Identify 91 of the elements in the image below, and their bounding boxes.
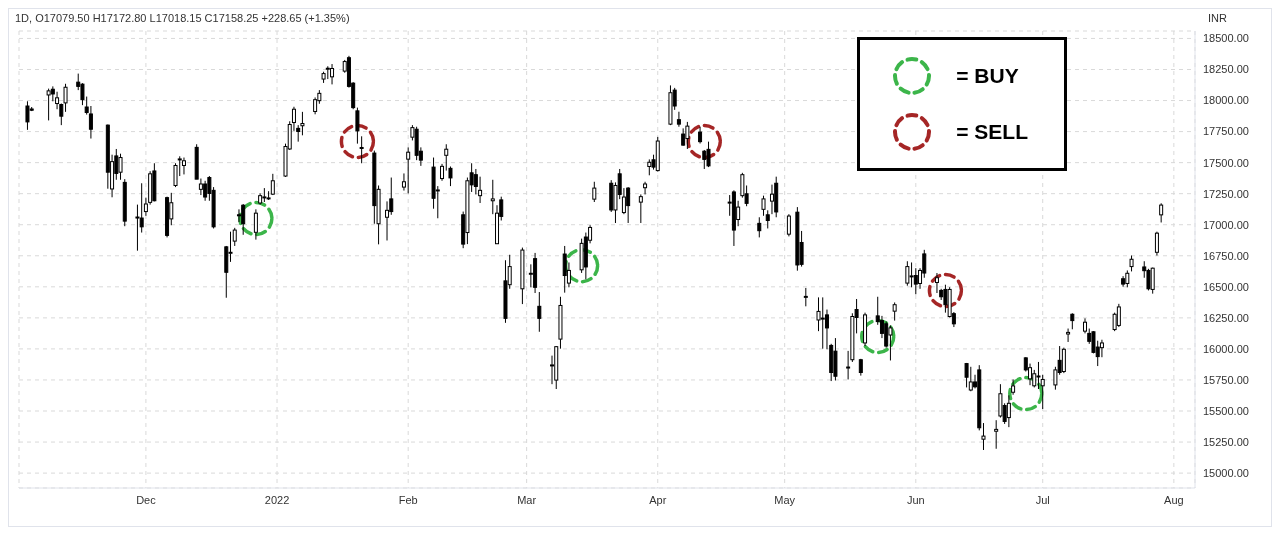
candlestick [1159,202,1164,223]
y-tick-label: 16750.00 [1203,249,1249,262]
candlestick [643,181,648,195]
y-tick-label: 16250.00 [1203,311,1249,324]
candlestick [406,146,411,194]
candlestick [981,422,986,451]
chart-title: 1D, O17079.50 H17172.80 L17018.15 C17158.25 +228.65 (+1.35%) [15,12,350,24]
candlestick [757,216,762,238]
candlestick [1040,374,1045,410]
y-tick-label: 15500.00 [1203,404,1249,417]
candlestick [1116,303,1121,328]
candlestick [765,209,770,229]
candlestick [1011,378,1016,396]
y-tick-label: 15750.00 [1203,373,1249,386]
candlestick [241,203,246,236]
candlestick [943,284,948,314]
candlestick [892,301,897,322]
y-tick-label: 18250.00 [1203,63,1249,76]
candlestick [118,153,123,181]
point [686,123,723,160]
candlestick [905,260,910,287]
candlestick [968,366,973,392]
x-tick-label: Jul [1035,493,1050,506]
candlestick [1154,231,1159,257]
point [927,272,964,309]
y-axis-title: INR [1208,12,1227,24]
candlestick [626,186,631,224]
candlestick [490,179,495,215]
x-tick-label: 2022 [264,493,290,506]
candlestick [592,181,597,203]
x-tick-label: Mar [517,493,537,506]
candlestick [46,88,51,121]
candlestick [181,157,186,175]
candlestick [1006,394,1011,428]
candlestick [355,107,360,145]
candlestick [803,287,808,307]
candlestick [203,180,208,202]
y-tick-label: 17500.00 [1203,156,1249,169]
y-tick-label: 17000.00 [1203,218,1249,231]
x-tick-label: Aug [1164,493,1184,506]
point [339,123,376,160]
y-tick-label: 16000.00 [1203,342,1249,355]
candlestick [330,63,335,85]
candlestick [232,227,237,247]
candlestick [139,182,144,234]
x-tick-label: Dec [136,493,157,506]
candlestick [909,261,914,288]
y-tick-label: 15000.00 [1203,467,1249,479]
candlestick [359,135,364,164]
candlestick [1150,267,1155,295]
candlestick [761,195,766,217]
y-tick-label: 16500.00 [1203,280,1249,293]
candlestick [913,267,918,295]
y-tick-label: 18000.00 [1203,94,1249,107]
point [1008,375,1044,412]
candlestick [253,208,258,241]
candlestick [820,296,825,350]
legend-label: = SELL [956,120,1028,144]
candlestick [676,111,681,128]
y-tick-label: 17750.00 [1203,125,1249,138]
candlestick [385,200,390,241]
candlestick [994,419,999,450]
x-tick-label: May [774,493,796,506]
candlestick [25,100,30,131]
candlestick [537,291,542,333]
candlestick [706,141,711,168]
candlestick [1066,328,1071,343]
legend-label: = BUY [956,64,1019,88]
x-tick-label: Jun [906,493,925,506]
candlestick [685,121,690,150]
y-tick-label: 15250.00 [1203,435,1249,448]
candlestick [63,83,68,113]
candlestick [638,193,643,224]
candlestick [562,245,567,294]
candlestick [1099,339,1104,358]
candlestick [964,362,969,388]
candlestick [1061,347,1066,374]
candlestick [236,208,241,223]
point [238,200,274,237]
y-tick-label: 17250.00 [1203,187,1249,200]
candlestick [888,324,893,361]
point [859,318,896,355]
candlestick [934,272,939,294]
y-tick-label: 18500.00 [1203,32,1249,45]
x-tick-label: Apr [649,493,667,506]
candlestick [401,172,406,192]
candlestick [702,149,707,170]
candlestick [786,213,791,237]
x-tick-label: Feb [398,493,418,506]
candlestick [769,184,774,215]
candlestick [88,105,93,140]
